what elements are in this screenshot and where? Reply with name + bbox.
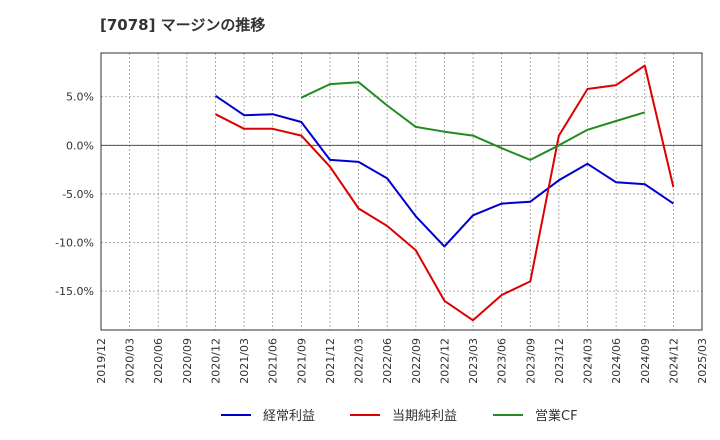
x-tick-label: 2022/03	[353, 338, 366, 384]
y-tick-label: 5.0%	[66, 91, 94, 104]
x-tick-label: 2020/12	[209, 338, 222, 384]
x-tick-label: 2024/06	[610, 338, 623, 384]
x-tick-label: 2025/03	[696, 338, 709, 384]
x-tick-label: 2022/12	[438, 338, 451, 384]
x-tick-label: 2022/09	[410, 338, 423, 384]
x-tick-label: 2023/03	[467, 338, 480, 384]
x-tick-label: 2024/12	[667, 338, 680, 384]
x-tick-label: 2021/06	[267, 338, 280, 384]
y-tick-label: -15.0%	[55, 285, 94, 298]
x-tick-label: 2023/09	[524, 338, 537, 384]
x-axis-ticks: 2019/12 2020/03 2020/06 2020/09 2020/12 2021/…	[95, 338, 709, 384]
series-lines	[214, 64, 675, 322]
x-tick-label: 2021/09	[295, 338, 308, 384]
y-axis-ticks: 5.0% 0.0% -5.0% -10.0% -15.0%	[55, 91, 94, 298]
chart-title: [7078] マージンの推移	[100, 16, 265, 34]
x-tick-label: 2020/03	[124, 338, 137, 384]
y-tick-label: -5.0%	[62, 188, 94, 201]
plot-area	[101, 53, 702, 330]
legend-label-3: 営業CF	[535, 408, 578, 424]
series-line-1	[214, 94, 674, 248]
x-tick-label: 2023/06	[496, 338, 509, 384]
x-tick-label: 2021/12	[324, 338, 337, 384]
legend: 経常利益 当期純利益 営業CF	[221, 408, 578, 424]
x-tick-label: 2020/09	[181, 338, 194, 384]
series-line-3	[300, 81, 646, 161]
y-tick-label: 0.0%	[66, 139, 94, 152]
x-tick-label: 2019/12	[95, 338, 108, 384]
x-tick-label: 2022/06	[381, 338, 394, 384]
x-tick-label: 2023/12	[553, 338, 566, 384]
x-tick-label: 2020/06	[152, 338, 165, 384]
x-tick-label: 2024/09	[639, 338, 652, 384]
plot-frame	[100, 52, 703, 331]
legend-label-1: 経常利益	[263, 409, 315, 424]
y-tick-label: -10.0%	[55, 237, 94, 250]
legend-label-2: 当期純利益	[392, 409, 457, 424]
series-line-2	[215, 64, 675, 322]
x-tick-label: 2024/03	[582, 338, 595, 384]
x-tick-label: 2021/03	[238, 338, 251, 384]
